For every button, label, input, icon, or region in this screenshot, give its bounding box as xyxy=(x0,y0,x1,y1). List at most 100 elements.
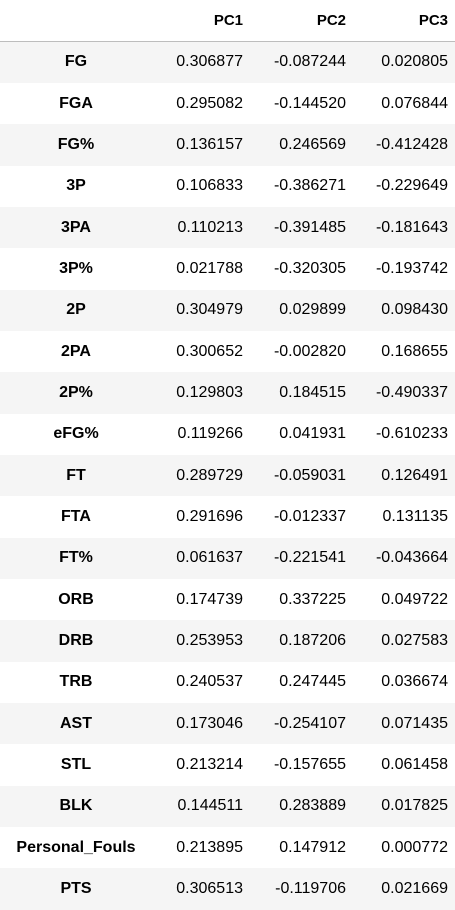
cell-pc3: 0.000772 xyxy=(353,827,455,869)
cell-pc2: -0.391485 xyxy=(250,206,353,249)
table-row: 3P% 0.021788 -0.320305 -0.193742 xyxy=(0,248,455,290)
cell-pc1: 0.021788 xyxy=(152,248,250,290)
cell-pc1: 0.291696 xyxy=(152,496,250,538)
table-row: FGA 0.295082 -0.144520 0.076844 xyxy=(0,82,455,125)
cell-pc2: -0.059031 xyxy=(250,454,353,497)
row-label: eFG% xyxy=(0,413,152,455)
cell-pc3: 0.131135 xyxy=(353,496,455,538)
row-label: Personal_Fouls xyxy=(0,827,152,869)
cell-pc2: -0.320305 xyxy=(250,248,353,290)
cell-pc2: -0.087244 xyxy=(250,41,353,83)
cell-pc3: 0.020805 xyxy=(353,41,455,83)
row-label: 3PA xyxy=(0,206,152,249)
row-label: AST xyxy=(0,703,152,745)
cell-pc2: -0.157655 xyxy=(250,744,353,786)
cell-pc1: 0.119266 xyxy=(152,413,250,455)
cell-pc2: 0.184515 xyxy=(250,372,353,414)
row-label: 2P% xyxy=(0,372,152,414)
cell-pc2: -0.119706 xyxy=(250,868,353,910)
row-label: ORB xyxy=(0,578,152,621)
row-label: 3P% xyxy=(0,248,152,290)
cell-pc3: 0.168655 xyxy=(353,330,455,373)
cell-pc1: 0.306877 xyxy=(152,41,250,83)
row-label: PTS xyxy=(0,868,152,910)
cell-pc1: 0.110213 xyxy=(152,206,250,249)
cell-pc1: 0.289729 xyxy=(152,454,250,497)
cell-pc1: 0.306513 xyxy=(152,868,250,910)
cell-pc3: -0.193742 xyxy=(353,248,455,290)
cell-pc1: 0.295082 xyxy=(152,82,250,125)
cell-pc1: 0.136157 xyxy=(152,124,250,166)
table-row: ORB 0.174739 0.337225 0.049722 xyxy=(0,578,455,621)
table-row: FT 0.289729 -0.059031 0.126491 xyxy=(0,454,455,497)
cell-pc1: 0.213214 xyxy=(152,744,250,786)
cell-pc3: -0.412428 xyxy=(353,124,455,166)
cell-pc3: -0.181643 xyxy=(353,206,455,249)
cell-pc1: 0.173046 xyxy=(152,703,250,745)
row-label: FG xyxy=(0,41,152,83)
table-row: 2P 0.304979 0.029899 0.098430 xyxy=(0,289,455,331)
cell-pc2: -0.002820 xyxy=(250,330,353,373)
cell-pc3: 0.049722 xyxy=(353,578,455,621)
table-row: eFG% 0.119266 0.041931 -0.610233 xyxy=(0,413,455,455)
row-label: 3P xyxy=(0,165,152,207)
row-label: FT xyxy=(0,454,152,497)
cell-pc2: -0.386271 xyxy=(250,165,353,207)
header-pc1: PC1 xyxy=(152,0,250,42)
cell-pc1: 0.304979 xyxy=(152,289,250,331)
row-label: STL xyxy=(0,744,152,786)
row-label: FT% xyxy=(0,537,152,579)
cell-pc1: 0.174739 xyxy=(152,578,250,621)
cell-pc3: 0.071435 xyxy=(353,703,455,745)
table-row: FT% 0.061637 -0.221541 -0.043664 xyxy=(0,537,455,579)
cell-pc1: 0.213895 xyxy=(152,827,250,869)
row-label: 2PA xyxy=(0,330,152,373)
cell-pc3: -0.610233 xyxy=(353,413,455,455)
cell-pc2: -0.144520 xyxy=(250,82,353,125)
cell-pc2: -0.254107 xyxy=(250,703,353,745)
cell-pc3: 0.126491 xyxy=(353,454,455,497)
table-row: PTS 0.306513 -0.119706 0.021669 xyxy=(0,868,455,910)
header-pc3: PC3 xyxy=(353,0,455,42)
table-row: FG 0.306877 -0.087244 0.020805 xyxy=(0,41,455,83)
cell-pc2: 0.246569 xyxy=(250,124,353,166)
cell-pc3: 0.076844 xyxy=(353,82,455,125)
row-label: 2P xyxy=(0,289,152,331)
cell-pc1: 0.061637 xyxy=(152,537,250,579)
table-row: STL 0.213214 -0.157655 0.061458 xyxy=(0,744,455,786)
table-row: 2PA 0.300652 -0.002820 0.168655 xyxy=(0,330,455,373)
cell-pc3: -0.229649 xyxy=(353,165,455,207)
row-label: DRB xyxy=(0,620,152,662)
table-row: FTA 0.291696 -0.012337 0.131135 xyxy=(0,496,455,538)
row-label: BLK xyxy=(0,785,152,828)
cell-pc1: 0.253953 xyxy=(152,620,250,662)
cell-pc1: 0.144511 xyxy=(152,785,250,828)
cell-pc2: 0.247445 xyxy=(250,661,353,703)
header-index-cell xyxy=(0,0,152,42)
table-row: TRB 0.240537 0.247445 0.036674 xyxy=(0,661,455,703)
cell-pc2: -0.221541 xyxy=(250,537,353,579)
cell-pc1: 0.240537 xyxy=(152,661,250,703)
cell-pc3: 0.036674 xyxy=(353,661,455,703)
table-row: FG% 0.136157 0.246569 -0.412428 xyxy=(0,124,455,166)
row-label: FTA xyxy=(0,496,152,538)
table-row: 2P% 0.129803 0.184515 -0.490337 xyxy=(0,372,455,414)
cell-pc2: 0.029899 xyxy=(250,289,353,331)
table-row: Personal_Fouls 0.213895 0.147912 0.000772 xyxy=(0,827,455,869)
cell-pc3: 0.027583 xyxy=(353,620,455,662)
cell-pc2: 0.187206 xyxy=(250,620,353,662)
cell-pc3: -0.490337 xyxy=(353,372,455,414)
cell-pc3: 0.098430 xyxy=(353,289,455,331)
table-body: FG 0.306877 -0.087244 0.020805 FGA 0.295082 -0… xyxy=(0,41,455,910)
table-row: 3PA 0.110213 -0.391485 -0.181643 xyxy=(0,206,455,249)
table-row: AST 0.173046 -0.254107 0.071435 xyxy=(0,703,455,745)
cell-pc3: 0.021669 xyxy=(353,868,455,910)
cell-pc2: 0.337225 xyxy=(250,578,353,621)
cell-pc3: -0.043664 xyxy=(353,537,455,579)
cell-pc2: 0.283889 xyxy=(250,785,353,828)
cell-pc3: 0.061458 xyxy=(353,744,455,786)
cell-pc1: 0.129803 xyxy=(152,372,250,414)
table-header-row: PC1 PC2 PC3 xyxy=(0,0,455,42)
row-label: TRB xyxy=(0,661,152,703)
cell-pc1: 0.106833 xyxy=(152,165,250,207)
